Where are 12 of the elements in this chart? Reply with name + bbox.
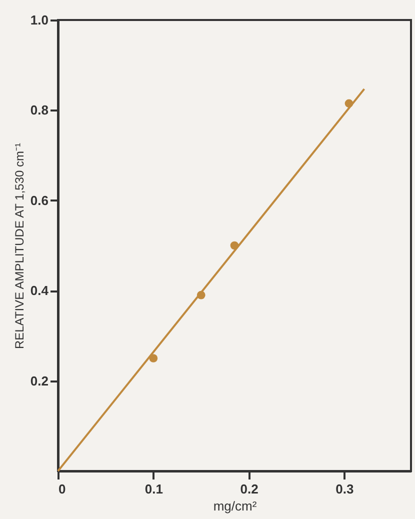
x-tick-label: 0 bbox=[58, 482, 66, 496]
x-tick-label: 0.2 bbox=[240, 482, 258, 496]
y-tick-label: 0.6 bbox=[30, 192, 48, 208]
x-tick-label: 0.3 bbox=[336, 482, 354, 496]
y-tick-label: 0.4 bbox=[30, 283, 50, 298]
y-axis-title: RELATIVE AMPLITUDE AT 1,530 cm⁻¹ bbox=[12, 142, 26, 350]
point bbox=[149, 354, 158, 362]
y-tick-label: 0.2 bbox=[30, 373, 48, 388]
x-tick-label: 0.1 bbox=[144, 482, 163, 496]
y-tick-label: 1.0 bbox=[30, 12, 48, 28]
x-axis-title: mg/cm² bbox=[213, 498, 258, 514]
y-tick-label: 0.8 bbox=[30, 102, 48, 118]
